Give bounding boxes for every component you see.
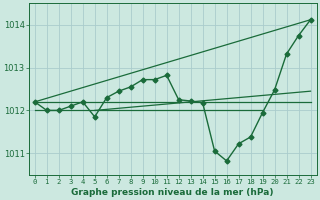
X-axis label: Graphe pression niveau de la mer (hPa): Graphe pression niveau de la mer (hPa)	[71, 188, 274, 197]
